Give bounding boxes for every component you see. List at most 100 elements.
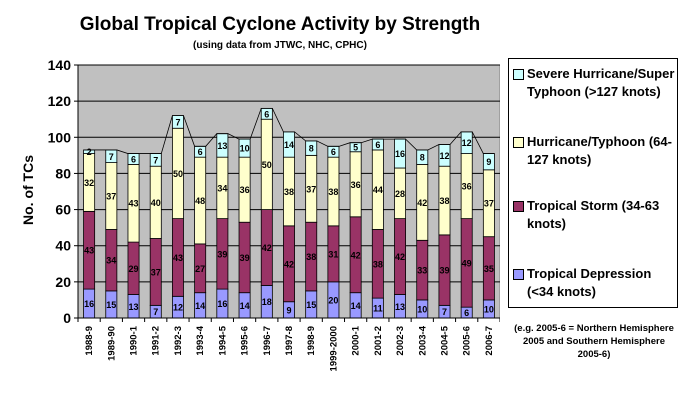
data-label: 2 — [87, 147, 92, 157]
x-tick-label: 2002-3 — [395, 326, 406, 356]
legend-swatch — [513, 69, 524, 80]
data-label: 43 — [173, 253, 183, 263]
y-tick-label: 140 — [48, 57, 72, 73]
data-label: 16 — [84, 299, 94, 309]
data-label: 20 — [328, 295, 338, 305]
data-label: 48 — [195, 196, 205, 206]
data-label: 42 — [395, 252, 405, 262]
data-label: 38 — [284, 187, 294, 197]
data-label: 43 — [84, 246, 94, 256]
data-label: 7 — [153, 155, 158, 165]
data-label: 9 — [286, 305, 291, 315]
data-label: 6 — [375, 140, 380, 150]
data-label: 38 — [306, 252, 316, 262]
x-tick-label: 1991-2 — [151, 326, 162, 356]
data-label: 44 — [373, 185, 383, 195]
x-tick-label: 1992-3 — [173, 326, 184, 356]
data-label: 15 — [106, 300, 116, 310]
x-tick-label: 2006-7 — [484, 326, 495, 356]
data-label: 9 — [486, 157, 491, 167]
x-tick-label: 2005-6 — [462, 326, 473, 356]
data-label: 15 — [306, 300, 316, 310]
data-label: 10 — [417, 304, 427, 314]
x-tick-label: 2004-5 — [439, 325, 450, 355]
data-label: 49 — [462, 258, 472, 268]
data-label: 13 — [217, 141, 227, 151]
data-label: 42 — [417, 198, 427, 208]
chart-subtitle: (using data from JTWC, NHC, CPHC) — [193, 40, 367, 51]
x-tick-label: 1993-4 — [195, 325, 206, 355]
data-label: 18 — [262, 297, 272, 307]
data-label: 6 — [464, 308, 469, 318]
data-label: 39 — [439, 266, 449, 276]
data-label: 39 — [240, 253, 250, 263]
data-label: 37 — [306, 184, 316, 194]
data-label: 35 — [484, 264, 494, 274]
data-label: 6 — [131, 154, 136, 164]
stacked-bar-chart: 1643322153437713294367374071243507142748… — [20, 57, 500, 371]
data-label: 37 — [151, 267, 161, 277]
data-label: 37 — [106, 192, 116, 202]
y-tick-label: 40 — [55, 238, 71, 254]
data-label: 6 — [264, 109, 269, 119]
data-label: 8 — [309, 144, 314, 154]
data-label: 13 — [395, 302, 405, 312]
legend-swatch — [513, 269, 524, 280]
legend-swatch — [513, 201, 524, 212]
data-label: 12 — [462, 138, 472, 148]
data-label: 14 — [240, 301, 250, 311]
x-tick-label: 1995-6 — [240, 326, 251, 356]
x-tick-label: 1999-2000 — [328, 326, 339, 371]
y-tick-label: 120 — [48, 93, 72, 109]
data-label: 13 — [129, 302, 139, 312]
x-tick-label: 2001-2 — [373, 326, 384, 356]
x-tick-label: 1997-8 — [284, 326, 295, 356]
data-label: 16 — [217, 299, 227, 309]
legend-label: Tropical Storm (34-63 knots) — [527, 198, 660, 231]
data-label: 34 — [106, 256, 116, 266]
x-tick-label: 1988-9 — [84, 326, 95, 356]
data-label: 38 — [328, 187, 338, 197]
y-tick-label: 20 — [55, 274, 71, 290]
data-label: 38 — [373, 259, 383, 269]
data-label: 42 — [262, 243, 272, 253]
data-label: 12 — [173, 303, 183, 313]
total-outline — [83, 107, 495, 154]
x-tick-label: 1994-5 — [217, 325, 228, 355]
data-label: 31 — [328, 249, 338, 259]
data-label: 6 — [198, 147, 203, 157]
data-label: 39 — [217, 249, 227, 259]
data-label: 7 — [442, 307, 447, 317]
chart-title: Global Tropical Cyclone Activity by Stre… — [79, 14, 481, 35]
y-axis-label: No. of TCs — [20, 155, 36, 225]
data-label: 27 — [195, 264, 205, 274]
data-label: 32 — [84, 178, 94, 188]
bars: 16 43 32 2 15 34 37 7 13 29 43 6 7 37 40 7 12 43 50 7 14 27 48… — [83, 107, 495, 319]
data-label: 50 — [262, 160, 272, 170]
data-label: 33 — [417, 266, 427, 276]
data-label: 7 — [109, 152, 114, 162]
data-label: 36 — [351, 180, 361, 190]
legend: Severe Hurricane/Super Typhoon (>127 kno… — [508, 58, 678, 308]
x-tick-label: 1989-90 — [106, 326, 117, 361]
data-label: 8 — [420, 153, 425, 163]
data-label: 7 — [153, 307, 158, 317]
data-label: 14 — [351, 301, 361, 311]
legend-label: Severe Hurricane/Super Typhoon (>127 kno… — [527, 66, 675, 99]
data-label: 14 — [284, 140, 294, 150]
data-label: 34 — [217, 183, 227, 193]
y-tick-label: 100 — [48, 129, 72, 145]
data-label: 14 — [195, 301, 205, 311]
data-label: 50 — [173, 169, 183, 179]
data-label: 42 — [351, 250, 361, 260]
data-label: 29 — [129, 264, 139, 274]
data-label: 37 — [484, 199, 494, 209]
x-axis: 1988-9 1989-90 1990-1 1991-2 1992-3 1993-4 199… — [77, 317, 500, 371]
data-label: 11 — [373, 304, 383, 314]
data-label: 5 — [353, 143, 358, 153]
y-tick-label: 80 — [55, 165, 71, 181]
data-label: 42 — [284, 259, 294, 269]
x-tick-label: 2003-4 — [417, 325, 428, 355]
data-label: 28 — [395, 189, 405, 199]
x-tick-label: 1996-7 — [262, 326, 273, 356]
